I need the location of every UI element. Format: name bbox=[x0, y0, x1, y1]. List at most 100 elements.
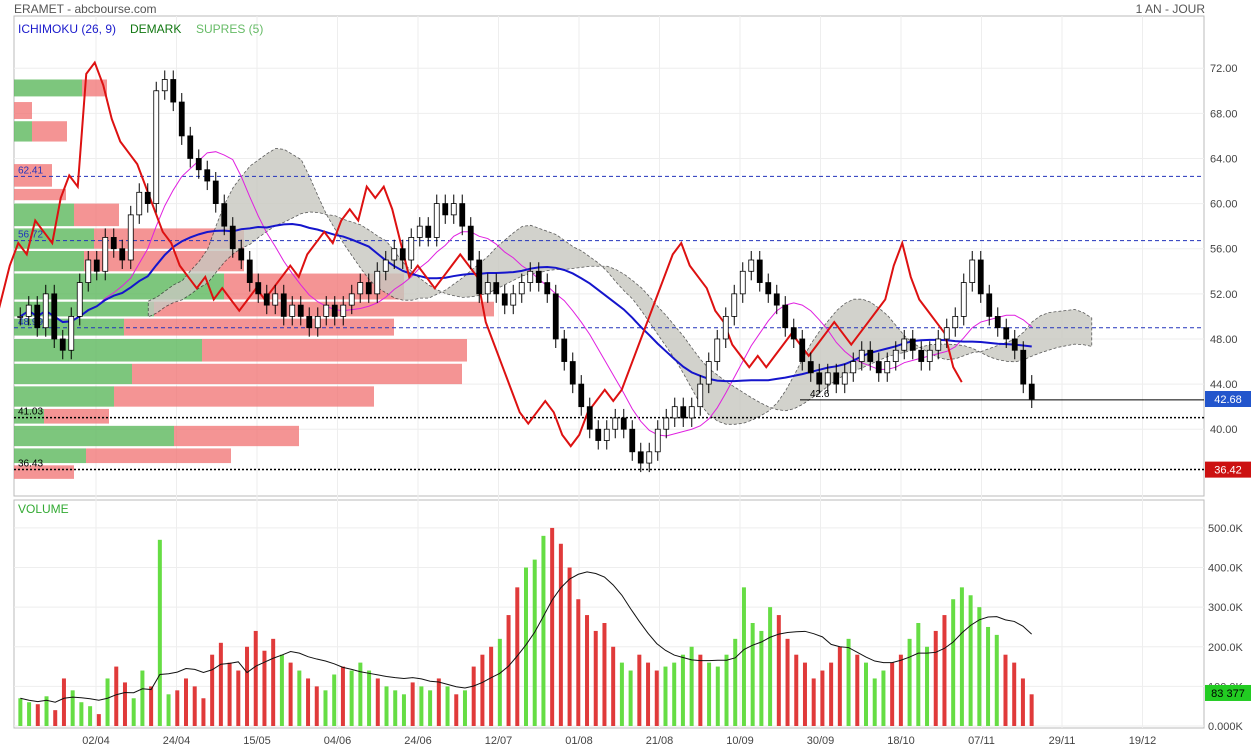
candle-body bbox=[748, 259, 755, 272]
date-tick-label: 01/08 bbox=[565, 735, 593, 747]
volume-bar bbox=[558, 543, 563, 726]
candle-body bbox=[17, 316, 24, 318]
date-tick-label: 21/08 bbox=[646, 735, 674, 747]
volume-bar bbox=[114, 666, 119, 726]
date-tick-label: 24/06 bbox=[404, 735, 432, 747]
candle-body bbox=[238, 248, 245, 261]
volume-bar bbox=[184, 678, 188, 726]
candle-body bbox=[841, 372, 848, 385]
price-tag-box bbox=[1205, 390, 1251, 407]
chart-title: ERAMET - abcbourse.com bbox=[14, 2, 157, 16]
supres-sell-bar bbox=[32, 121, 67, 142]
candle-body bbox=[416, 225, 423, 238]
candle-body bbox=[102, 237, 109, 272]
tenkan-line bbox=[19, 151, 1033, 437]
candle-body bbox=[773, 293, 780, 306]
volume-bar bbox=[445, 686, 450, 726]
volume-tick-label: 300.0K bbox=[1208, 602, 1244, 614]
volume-bar bbox=[349, 670, 354, 726]
supres-buy-bar bbox=[14, 203, 74, 227]
volume-bar bbox=[358, 662, 363, 726]
volume-bar bbox=[750, 623, 755, 726]
candle-body bbox=[51, 293, 58, 340]
candle-body bbox=[306, 316, 313, 329]
volume-bar bbox=[18, 698, 23, 726]
volume-bar bbox=[986, 626, 991, 726]
legend-supres[interactable]: SUPRES (5) bbox=[196, 22, 263, 36]
candle-body bbox=[654, 428, 661, 453]
volume-bar bbox=[942, 615, 947, 726]
volume-bar bbox=[236, 670, 241, 726]
candle-body bbox=[535, 270, 542, 283]
candle-body bbox=[170, 79, 177, 103]
volume-bar bbox=[53, 710, 58, 726]
volume-bar bbox=[619, 662, 624, 726]
volume-bar bbox=[332, 674, 337, 726]
legend-demark[interactable]: DEMARK bbox=[130, 22, 181, 36]
candle-body bbox=[365, 282, 372, 295]
candle-body bbox=[892, 349, 899, 362]
candle-body bbox=[1011, 338, 1018, 351]
volume-bar bbox=[210, 654, 215, 726]
volume-bar bbox=[925, 646, 930, 726]
candle-body bbox=[544, 282, 551, 295]
volume-bar bbox=[88, 706, 93, 726]
volume-bar bbox=[532, 559, 537, 726]
candle-body bbox=[493, 282, 500, 295]
supres-sell-bar bbox=[14, 465, 74, 479]
candle-body bbox=[153, 90, 160, 204]
period-selector[interactable]: 1 AN - JOUR bbox=[1135, 2, 1205, 16]
volume-bar bbox=[323, 690, 328, 726]
supres-sell-bar bbox=[14, 188, 66, 201]
candle-body bbox=[620, 417, 627, 430]
volume-bar bbox=[541, 535, 546, 726]
candle-body bbox=[909, 338, 916, 351]
candle-body bbox=[433, 203, 440, 238]
volume-bar bbox=[768, 607, 773, 726]
volume-bar bbox=[680, 654, 685, 726]
legend-ichimoku[interactable]: ICHIMOKU (26, 9) bbox=[18, 22, 116, 36]
candle-body bbox=[561, 338, 568, 362]
volume-bar bbox=[637, 654, 642, 726]
candle-body bbox=[314, 316, 321, 329]
candle-body bbox=[756, 259, 763, 283]
date-tick-label: 02/04 bbox=[82, 735, 110, 747]
candle-body bbox=[833, 372, 840, 385]
candle-body bbox=[739, 270, 746, 295]
candle-body bbox=[595, 428, 602, 441]
candle-body bbox=[246, 259, 253, 283]
level-label: 42.6 bbox=[810, 389, 830, 400]
volume-bar bbox=[855, 654, 860, 726]
candle-body bbox=[331, 304, 338, 317]
candle-body bbox=[612, 417, 619, 430]
date-tick-label: 15/05 bbox=[243, 735, 271, 747]
volume-panel bbox=[13, 499, 1205, 729]
candle-body bbox=[552, 293, 559, 340]
candle-body bbox=[875, 361, 882, 374]
candle-body bbox=[935, 338, 942, 351]
candle-body bbox=[629, 428, 636, 453]
volume-bar bbox=[698, 654, 703, 726]
candle-body bbox=[391, 248, 398, 261]
level-label: 48.99 bbox=[18, 317, 43, 328]
candle-body bbox=[603, 428, 610, 441]
volume-bar bbox=[611, 646, 616, 726]
date-tick-label: 29/11 bbox=[1049, 735, 1076, 747]
supres-buy-bar bbox=[14, 363, 132, 385]
volume-tag-label: 83 377 bbox=[1211, 688, 1245, 700]
price-tick-label: 40.00 bbox=[1210, 424, 1238, 436]
candle-body bbox=[382, 259, 389, 272]
price-tick-label: 48.00 bbox=[1210, 334, 1238, 346]
date-tick-label: 12/07 bbox=[485, 735, 513, 747]
candle-body bbox=[212, 180, 219, 204]
supres-buy-bar bbox=[14, 79, 82, 97]
volume-bar bbox=[306, 678, 311, 726]
price-tag-box bbox=[1205, 461, 1251, 478]
volume-bar bbox=[829, 662, 834, 726]
volume-bar bbox=[462, 690, 467, 726]
volume-bar bbox=[567, 567, 572, 726]
volume-bar bbox=[933, 630, 938, 726]
volume-bar bbox=[994, 634, 999, 726]
candle-body bbox=[442, 203, 449, 216]
